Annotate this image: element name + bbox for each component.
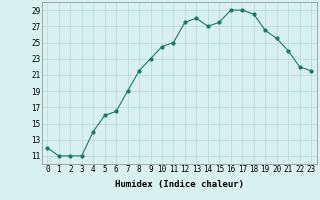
X-axis label: Humidex (Indice chaleur): Humidex (Indice chaleur) [115, 180, 244, 189]
